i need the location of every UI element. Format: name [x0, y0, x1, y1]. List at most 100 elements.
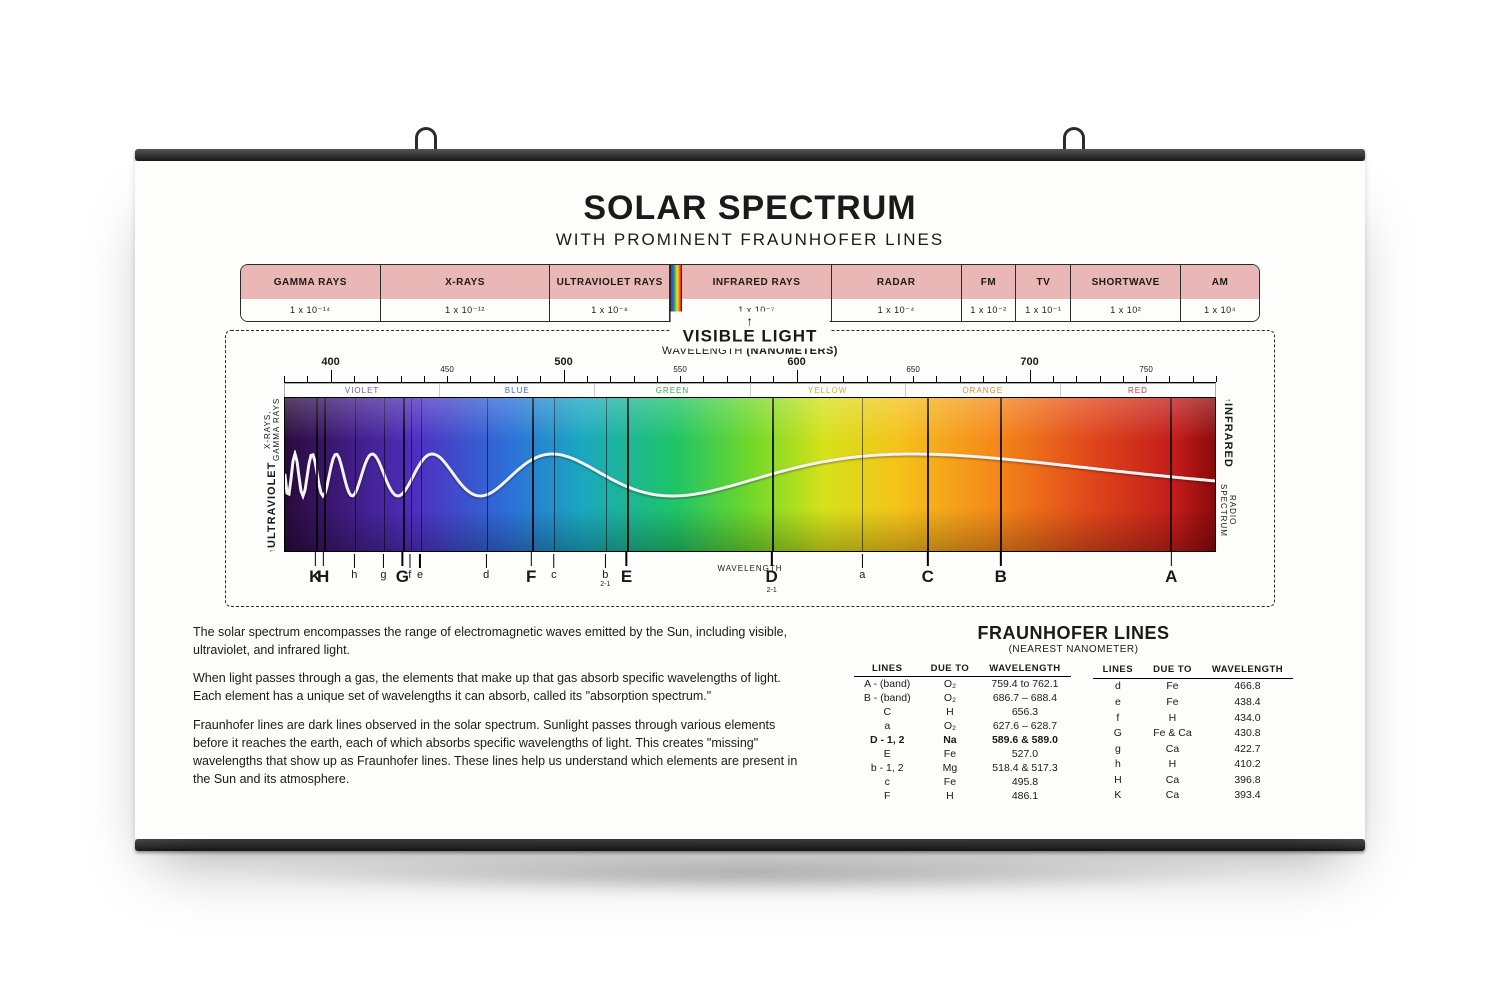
- table-row: hH410.2: [1093, 756, 1294, 772]
- table-title: FRAUNHOFER LINES: [840, 623, 1307, 644]
- bottom-bar: [135, 839, 1365, 851]
- fraunhofer-label-g: g: [380, 560, 386, 581]
- fraunhofer-label-row: WAVELENGTH KHhgGfedFcb2-1ED2-1aCBA: [284, 558, 1216, 590]
- table-row: dFe466.8: [1093, 678, 1294, 694]
- fraunhofer-line-e: [421, 398, 422, 551]
- table-row: EFe527.0: [854, 747, 1071, 761]
- spectrum-chart: 400500600700450550650750 VioletBlueGreen…: [284, 359, 1216, 590]
- visible-light-panel: ↑VISIBLE LIGHT WAVELENGTH (NANOMETERS) 4…: [225, 330, 1275, 607]
- subtitle: WITH PROMINENT FRAUNHOFER LINES: [183, 230, 1317, 250]
- fraunhofer-line-a: [862, 398, 863, 551]
- paragraph-1: The solar spectrum encompasses the range…: [193, 623, 800, 659]
- fraunhofer-label-d: d: [483, 560, 489, 581]
- fraunhofer-label-a: a: [859, 560, 865, 581]
- table-row: HCa396.8: [1093, 772, 1294, 788]
- fraunhofer-line-c: [554, 398, 555, 551]
- fraunhofer-table-left: LinesDue ToWavelengthA - (band)O₂759.4 t…: [854, 661, 1071, 803]
- em-band-tv: TV: [1016, 265, 1071, 299]
- table-row: fH434.0: [1093, 710, 1294, 726]
- tick-700: 700: [1020, 356, 1038, 368]
- em-value: 1 x 10⁻⁸: [550, 299, 670, 321]
- fraunhofer-line-d: [487, 398, 488, 551]
- region-green: Green: [595, 384, 750, 397]
- region-violet: Violet: [285, 384, 440, 397]
- paragraph-3: Fraunhofer lines are dark lines observed…: [193, 716, 800, 789]
- table-row: KCa393.4: [1093, 787, 1294, 803]
- em-band-shortwave: Shortwave: [1071, 265, 1181, 299]
- table-row: FH486.1: [854, 789, 1071, 803]
- wave-line-icon: [285, 450, 1215, 500]
- em-value: 1 x 10⁻¹⁴: [241, 299, 381, 321]
- fraunhofer-label-e: e: [417, 560, 423, 581]
- fraunhofer-label-h: h: [351, 560, 357, 581]
- paragraph-2: When light passes through a gas, the ele…: [193, 669, 800, 705]
- fraunhofer-label-f: f: [408, 560, 411, 581]
- region-red: Red: [1061, 384, 1215, 397]
- fraunhofer-line-g: [384, 398, 385, 551]
- fraunhofer-label-c: c: [551, 560, 557, 581]
- fraunhofer-line-b: [606, 398, 607, 551]
- fraunhofer-line-f: [411, 398, 412, 551]
- visible-swatch-icon: [670, 265, 682, 299]
- fraunhofer-table-right: LinesDue ToWavelengthdFe466.8eFe438.4fH4…: [1093, 661, 1294, 803]
- fraunhofer-line-h: [355, 398, 356, 551]
- fraunhofer-line-A: [1170, 398, 1172, 551]
- tick-600: 600: [787, 356, 805, 368]
- fraunhofer-table-block: FRAUNHOFER LINES (NEAREST NANOMETER) Lin…: [840, 623, 1307, 803]
- spectrum-gradient: ↑ULTRAVIOLETX-RAYS, GAMMA RAYS ↑INFRARED…: [284, 397, 1216, 552]
- color-region-labels: VioletBlueGreenYellowOrangeRed: [284, 383, 1216, 397]
- table-row: eFe438.4: [1093, 694, 1294, 710]
- poster-frame: SOLAR SPECTRUM WITH PROMINENT FRAUNHOFER…: [135, 149, 1365, 851]
- em-band-am: AM: [1181, 265, 1259, 299]
- em-value: 1 x 10⁻¹²: [381, 299, 551, 321]
- fraunhofer-label-b: b2-1: [600, 560, 610, 588]
- fraunhofer-line-H: [324, 398, 326, 551]
- region-orange: Orange: [906, 384, 1061, 397]
- description-text: The solar spectrum encompasses the range…: [193, 623, 800, 803]
- wavelength-ruler: 400500600700450550650750: [284, 359, 1216, 383]
- table-row: b - 1, 2Mg518.4 & 517.3: [854, 761, 1071, 775]
- em-band-fm: FM: [962, 265, 1017, 299]
- poster: SOLAR SPECTRUM WITH PROMINENT FRAUNHOFER…: [135, 161, 1365, 839]
- fraunhofer-line-F: [532, 398, 534, 551]
- em-value: 1 x 10⁻⁴: [832, 299, 962, 321]
- em-value: 1 x 10⁻²: [962, 299, 1017, 321]
- bottom-section: The solar spectrum encompasses the range…: [183, 623, 1317, 803]
- table-row: gCa422.7: [1093, 741, 1294, 757]
- tick-500: 500: [554, 356, 572, 368]
- em-band-x-rays: X-Rays: [381, 265, 551, 299]
- em-band-radar: Radar: [832, 265, 962, 299]
- fraunhofer-label-B: B: [995, 558, 1007, 587]
- hanger-hooks: [135, 127, 1365, 149]
- em-band-infrared-rays: Infrared Rays: [682, 265, 832, 299]
- fraunhofer-line-C: [927, 398, 929, 551]
- ir-side-label: ↑INFRAREDRADIO SPECTRUM: [1219, 398, 1237, 553]
- fraunhofer-label-E: E: [621, 558, 632, 587]
- table-row: aO₂627.6 – 628.7: [854, 719, 1071, 733]
- fraunhofer-line-B: [1000, 398, 1002, 551]
- table-row: B - (band)O₂686.7 – 688.4: [854, 691, 1071, 705]
- region-yellow: Yellow: [751, 384, 906, 397]
- top-bar: [135, 149, 1365, 161]
- table-row: A - (band)O₂759.4 to 762.1: [854, 677, 1071, 692]
- uv-side-label: ↑ULTRAVIOLETX-RAYS, GAMMA RAYS: [263, 398, 281, 553]
- visible-light-label: ↑VISIBLE LIGHT: [671, 312, 830, 349]
- em-band-ultraviolet-rays: Ultraviolet Rays: [550, 265, 670, 299]
- em-band-gamma-rays: Gamma Rays: [241, 265, 381, 299]
- main-title: SOLAR SPECTRUM: [183, 189, 1317, 228]
- em-value: 1 x 10⁴: [1181, 299, 1259, 321]
- table-row: GFe & Ca430.8: [1093, 725, 1294, 741]
- table-row: D - 1, 2Na589.6 & 589.0: [854, 733, 1071, 747]
- fraunhofer-label-C: C: [922, 558, 934, 587]
- em-value: 1 x 10⁻¹: [1016, 299, 1071, 321]
- fraunhofer-line-D: [772, 398, 774, 551]
- em-value: 1 x 10²: [1071, 299, 1181, 321]
- fraunhofer-line-G: [403, 398, 405, 551]
- table-row: cFe495.8: [854, 775, 1071, 789]
- region-blue: Blue: [440, 384, 595, 397]
- tick-400: 400: [321, 356, 339, 368]
- fraunhofer-label-A: A: [1165, 558, 1177, 587]
- fraunhofer-label-F: F: [526, 558, 536, 587]
- fraunhofer-label-G: G: [396, 558, 409, 587]
- fraunhofer-line-K: [316, 398, 318, 551]
